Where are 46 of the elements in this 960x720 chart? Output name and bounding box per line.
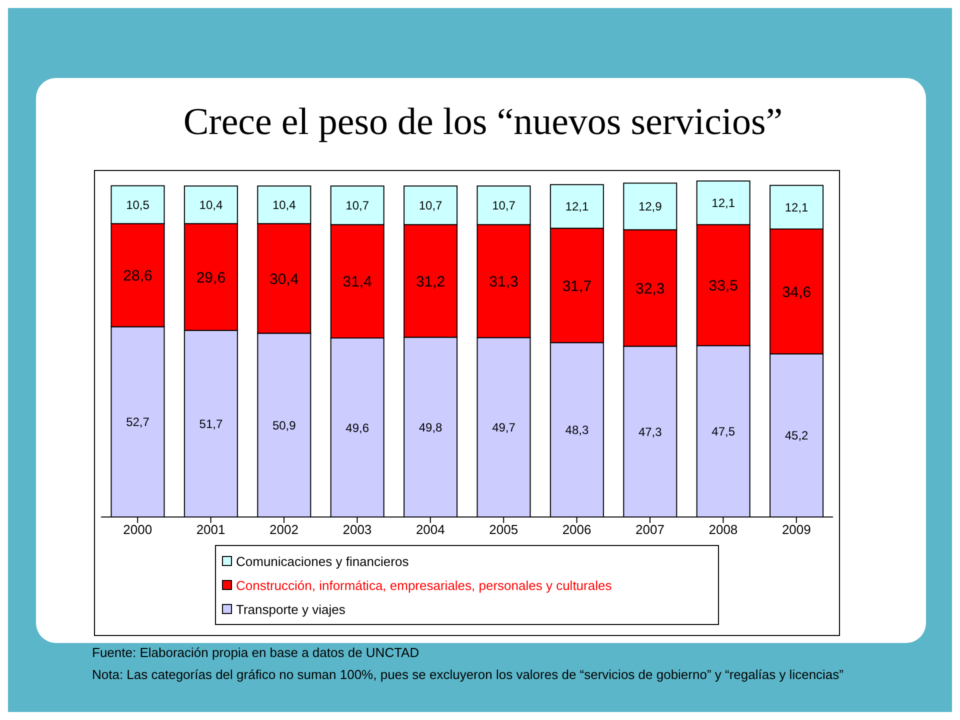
x-tick-label: 2000 <box>123 522 152 538</box>
data-label: 52,7 <box>126 415 150 430</box>
data-label: 45,2 <box>784 428 809 443</box>
data-label: 12,9 <box>638 200 662 214</box>
data-label: 10,7 <box>418 198 443 213</box>
x-tick-label: 2004 <box>416 522 445 538</box>
data-label: 49,8 <box>418 420 443 434</box>
data-label: 31,3 <box>489 273 518 290</box>
data-label: 12,1 <box>565 200 589 214</box>
data-label: 10,4 <box>199 198 223 212</box>
data-label: 49,7 <box>492 420 516 435</box>
legend-label: Transporte y viajes <box>235 600 346 619</box>
chart-title: Crece el peso de los “nuevos servicios” <box>182 100 784 144</box>
data-label: 10,4 <box>272 198 296 212</box>
x-tick-label: 2006 <box>562 522 592 538</box>
data-label: 10,5 <box>126 198 150 212</box>
x-tick-label: 2005 <box>489 522 518 538</box>
data-label: 29,6 <box>196 269 226 286</box>
data-label: 47,5 <box>712 424 736 439</box>
x-tick-label: 2007 <box>636 522 664 538</box>
x-tick-label: 2008 <box>708 522 738 538</box>
data-label: 12,1 <box>712 196 736 210</box>
data-label: 31,7 <box>562 278 592 295</box>
data-label: 10,7 <box>492 198 516 213</box>
data-label: 28,6 <box>123 268 152 285</box>
x-tick-label: 2001 <box>196 522 226 538</box>
source-note: Fuente: Elaboración propia en base a datos de UNCTAD <box>92 644 420 661</box>
data-label: 33,5 <box>708 277 738 294</box>
data-label: 12,1 <box>784 200 809 214</box>
legend-label: Construcción, informática, empresariales, personales y culturales <box>235 576 613 595</box>
data-label: 49,6 <box>346 420 370 435</box>
text: Nota: Las categorías del gráfico no suman 100%, pues se excluyeron los valores de “servicios de gobierno” y “regalías y licencias” <box>92 666 844 683</box>
legend-label: Comunicaciones y financieros <box>235 552 410 571</box>
data-label: 51,7 <box>199 416 223 431</box>
data-label: 10,7 <box>346 198 370 213</box>
data-label: 31,2 <box>416 273 446 290</box>
data-label: 50,9 <box>272 418 296 432</box>
x-tick-label: 2002 <box>270 522 298 538</box>
data-label: 48,3 <box>565 423 589 438</box>
x-tick-label: 2003 <box>342 522 372 538</box>
data-label: 31,4 <box>342 274 372 291</box>
data-label: 34,6 <box>782 284 812 301</box>
data-label: 47,3 <box>638 424 662 439</box>
data-label: 32,3 <box>636 280 665 298</box>
x-tick-label: 2009 <box>782 522 811 538</box>
data-label: 30,4 <box>270 270 299 288</box>
